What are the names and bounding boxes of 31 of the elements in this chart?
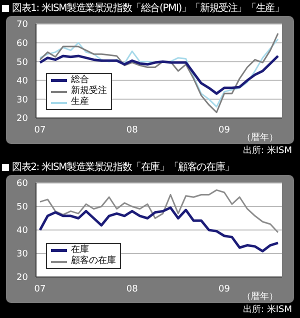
- text: 出所: 米ISM: [242, 146, 292, 156]
- y-tick-label: 20: [16, 273, 28, 284]
- y-tick-label: 50: [16, 58, 28, 68]
- chart-title: 図表2: 米ISM製造業景況指数「在庫」「顧客の在庫」: [12, 160, 234, 174]
- y-tick-label: 60: [16, 179, 28, 190]
- chart-title: 図表1: 米ISM製造業景況指数「総合(PMI)」「新規受注」「生産」: [12, 2, 284, 15]
- y-tick-label: 30: [16, 250, 28, 260]
- legend-label: 総合: [71, 75, 89, 86]
- x-tick-label: 09: [218, 284, 230, 294]
- x-tick-label: 07: [34, 284, 46, 294]
- y-tick-label: 60: [16, 38, 28, 49]
- x-tick-label: 08: [126, 125, 138, 136]
- y-tick-label: 50: [16, 202, 28, 213]
- x-axis-title: （暦年）: [242, 291, 278, 302]
- y-tick-label: 30: [16, 95, 28, 106]
- x-tick-label: 09: [218, 125, 230, 136]
- y-tick-label: 40: [16, 76, 28, 87]
- legend-label: 在庫: [71, 245, 89, 256]
- legend-label: 生産: [71, 97, 89, 108]
- text: 出所: 米ISM: [242, 305, 292, 315]
- line-series: [38, 54, 280, 95]
- legend-label: 新規受注: [71, 86, 107, 96]
- x-tick-label: 07: [34, 125, 46, 136]
- line-series: [39, 189, 279, 234]
- legend-label: 顧客の在庫: [71, 256, 116, 267]
- x-tick-label: 08: [126, 284, 138, 294]
- y-tick-label: 70: [16, 20, 28, 30]
- line-series: [38, 206, 280, 252]
- y-tick-label: 40: [16, 226, 28, 236]
- x-axis-title: （暦年）: [242, 132, 278, 143]
- y-tick-label: 20: [16, 114, 28, 124]
